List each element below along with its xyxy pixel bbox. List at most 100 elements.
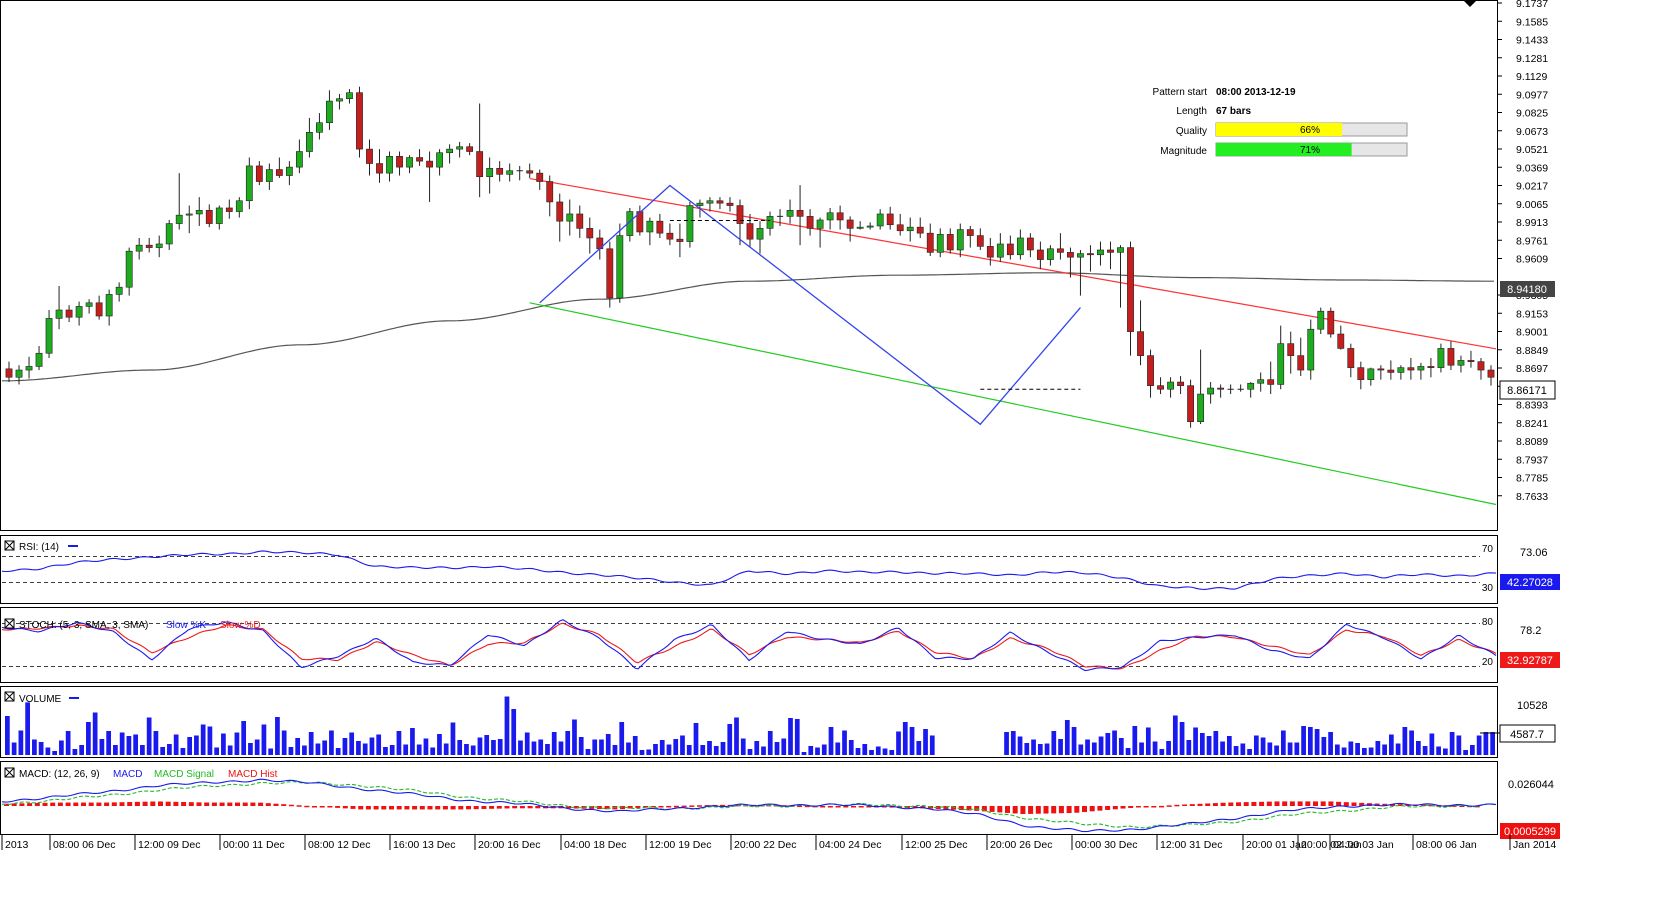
- volume-bar: [214, 747, 220, 755]
- macd-hist-bar: [442, 806, 448, 810]
- macd-hist-bar: [1082, 806, 1087, 813]
- macd-hist-bar: [658, 806, 664, 808]
- rsi-panel: [0, 535, 1498, 604]
- volume-bar: [686, 745, 692, 755]
- macd-hist-bar: [412, 806, 418, 810]
- sma-200-line: [2, 272, 1494, 382]
- candle: [1307, 319, 1315, 380]
- volume-bar: [72, 749, 78, 755]
- macd-hist-bar: [242, 802, 248, 806]
- candle: [1397, 365, 1405, 380]
- macd-hist-bar: [381, 806, 387, 810]
- volume-bar: [106, 731, 112, 755]
- macd-hist-bar: [519, 806, 525, 809]
- macd-hist-bar: [173, 801, 179, 806]
- volume-bar: [639, 750, 645, 755]
- candle: [386, 151, 393, 182]
- volume-bar: [1186, 740, 1192, 755]
- volume-bar: [450, 722, 456, 755]
- volume-axis-label: 10528: [1517, 700, 1548, 712]
- macd-hist-bar: [265, 803, 271, 806]
- macd-hist-bar: [1143, 806, 1149, 808]
- time-axis: 2013 08:00 06 Dec 12:00 09 Dec 00:00 11 Dec…: [1, 835, 1556, 851]
- volume-bar: [761, 746, 766, 755]
- macd-hist-bar: [19, 803, 25, 806]
- macd-hist-bar: [1066, 806, 1072, 814]
- macd-hist-bar: [858, 806, 864, 808]
- macd-hist-bar: [912, 806, 918, 809]
- volume-bar: [140, 745, 145, 755]
- candle: [75, 301, 83, 326]
- volume-current-value: 4587.7: [1510, 729, 1544, 741]
- macd-hist-bar: [96, 802, 102, 806]
- macd-hist-bar: [365, 806, 371, 810]
- macd-hist-bar: [1166, 805, 1172, 807]
- volume-bar: [477, 737, 483, 755]
- candle: [746, 213, 754, 248]
- volume-bar: [275, 717, 280, 755]
- candle: [636, 205, 644, 236]
- macd-hist-bar: [358, 806, 364, 810]
- volume-bar: [1409, 730, 1414, 755]
- stoch-legend-k: Slow %K: [166, 620, 206, 631]
- macd-hist-bar: [196, 802, 202, 806]
- volume-bar: [335, 748, 341, 755]
- volume-bar: [396, 731, 402, 755]
- candle: [1167, 377, 1174, 398]
- price-tick-label: 8.7633: [1516, 491, 1548, 503]
- candle: [316, 113, 323, 140]
- macd-hist-bar: [27, 803, 33, 806]
- rsi-axis-label: 73.06: [1520, 547, 1548, 559]
- macd-hist-bar: [1005, 806, 1010, 813]
- volume-bar: [1078, 744, 1084, 755]
- volume-bar: [1179, 722, 1185, 755]
- candle: [456, 141, 464, 158]
- macd-hist-bar: [1151, 806, 1157, 808]
- macd-hist-bar: [866, 806, 872, 808]
- candle: [706, 197, 714, 212]
- volume-bar: [828, 727, 834, 755]
- volume-bar: [1004, 732, 1009, 755]
- macd-hist-bar: [627, 806, 633, 809]
- volume-bar: [146, 717, 152, 755]
- candle: [416, 149, 423, 166]
- price-tick-label: 9.0217: [1516, 181, 1548, 193]
- candle: [726, 197, 734, 212]
- candle: [115, 282, 123, 302]
- candle: [1477, 358, 1485, 380]
- price-tick-label: 8.9761: [1516, 235, 1548, 247]
- macd-hist-bar: [250, 802, 256, 806]
- candle: [306, 117, 313, 158]
- stoch-current-value: 32.92787: [1507, 655, 1553, 667]
- candle: [65, 305, 73, 323]
- macd-legend-signal: MACD Signal: [154, 769, 214, 780]
- macd-hist-bar: [1390, 803, 1395, 806]
- rsi-level-30: 30: [1482, 583, 1494, 594]
- volume-bar: [1064, 720, 1070, 755]
- macd-hist-bar: [319, 806, 325, 808]
- price-tick-label: 8.8393: [1516, 400, 1548, 412]
- volume-bar: [369, 737, 375, 755]
- macd-hist-bar: [1028, 806, 1034, 814]
- candle: [185, 205, 193, 234]
- macd-hist-bar: [4, 803, 9, 806]
- collapse-arrow-icon[interactable]: [1464, 1, 1476, 7]
- volume-bar: [187, 737, 193, 755]
- pattern-start-label: Pattern start: [1153, 87, 1208, 98]
- volume-bars: [5, 696, 1500, 755]
- volume-bar: [437, 734, 442, 755]
- candle: [576, 205, 584, 238]
- price-tick-label: 8.8697: [1516, 363, 1548, 375]
- candle: [45, 310, 53, 359]
- time-tick-label: 00:00 11 Dec: [223, 839, 285, 851]
- volume-bar: [923, 729, 928, 755]
- candle: [235, 197, 243, 218]
- macd-hist-bar: [943, 806, 949, 810]
- volume-bar: [1226, 736, 1232, 755]
- candle: [265, 163, 273, 190]
- macd-hist-bar: [1051, 806, 1057, 814]
- macd-hist-bar: [127, 802, 133, 806]
- candle: [1407, 358, 1415, 380]
- macd-hist-bar: [596, 806, 602, 810]
- macd-hist-bar: [435, 806, 441, 810]
